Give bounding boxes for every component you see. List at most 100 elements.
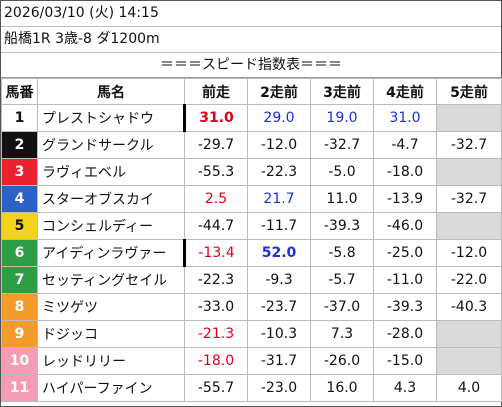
speed-index: -25.0 bbox=[373, 239, 437, 267]
speed-index: 19.0 bbox=[310, 104, 374, 132]
speed-index: -29.7 bbox=[184, 131, 248, 159]
horse-number: 3 bbox=[1, 158, 38, 186]
horse-row: 9 ドジッコ -21.3 -10.3 7.3 -28.0 bbox=[1, 320, 502, 348]
horse-number: 4 bbox=[1, 185, 38, 213]
horse-name: コンシェルディー bbox=[37, 212, 185, 240]
speed-index: 11.0 bbox=[310, 185, 374, 213]
speed-index: 4.0 bbox=[436, 374, 502, 402]
empty-cell bbox=[436, 104, 502, 132]
speed-index: -5.8 bbox=[310, 239, 374, 267]
speed-index: 16.0 bbox=[310, 374, 374, 402]
horse-name: プレストシャドウ bbox=[37, 104, 185, 132]
horse-row: 10 レッドリリー -18.0 -31.7 -26.0 -15.0 bbox=[1, 347, 502, 375]
header-row: 馬番 馬名 前走 2走前 3走前 4走前 5走前 bbox=[1, 78, 502, 105]
speed-index: -32.7 bbox=[436, 185, 502, 213]
empty-cell bbox=[436, 320, 502, 348]
speed-index: -4.7 bbox=[373, 131, 437, 159]
horse-row: 5 コンシェルディー -44.7 -11.7 -39.3 -46.0 bbox=[1, 212, 502, 240]
horse-row: 8 ミツゲツ -33.0 -23.7 -37.0 -39.3 -40.3 bbox=[1, 293, 502, 321]
date-line: 2026/03/10 (火) 14:15 bbox=[1, 1, 501, 27]
speed-index: 29.0 bbox=[247, 104, 311, 132]
speed-index: -23.0 bbox=[247, 374, 311, 402]
speed-index: -44.7 bbox=[184, 212, 248, 240]
speed-index: -22.3 bbox=[184, 266, 248, 294]
table-body: 1 プレストシャドウ 31.0 29.0 19.0 31.0 2 グランドサークル -29.7-… bbox=[1, 104, 502, 402]
speed-index: -32.7 bbox=[310, 131, 374, 159]
horse-row: 1 プレストシャドウ 31.0 29.0 19.0 31.0 bbox=[1, 104, 502, 132]
horse-row: 2 グランドサークル -29.7 -12.0 -32.7 -4.7 -32.7 bbox=[1, 131, 502, 159]
speed-index: -15.0 bbox=[373, 347, 437, 375]
speed-index: -5.7 bbox=[310, 266, 374, 294]
horse-name: ドジッコ bbox=[37, 320, 185, 348]
column-header: 3走前 bbox=[310, 78, 374, 105]
horse-number: 6 bbox=[1, 239, 38, 267]
speed-index: -46.0 bbox=[373, 212, 437, 240]
horse-number: 10 bbox=[1, 347, 38, 375]
empty-cell bbox=[436, 347, 502, 375]
horse-name: スターオブスカイ bbox=[37, 185, 185, 213]
speed-index: -55.7 bbox=[184, 374, 248, 402]
horse-row: 4 スターオブスカイ 2.5 21.7 11.0 -13.9 -32.7 bbox=[1, 185, 502, 213]
horse-row: 11 ハイパーファイン -55.7 -23.0 16.0 4.3 4.0 bbox=[1, 374, 502, 402]
speed-index: -21.3 bbox=[184, 320, 248, 348]
horse-name: セッティングセイル bbox=[37, 266, 185, 294]
horse-name: ミツゲツ bbox=[37, 293, 185, 321]
horse-name: グランドサークル bbox=[37, 131, 185, 159]
speed-index: -9.3 bbox=[247, 266, 311, 294]
speed-index: -22.0 bbox=[436, 266, 502, 294]
speed-index: -11.0 bbox=[373, 266, 437, 294]
speed-index: -18.0 bbox=[184, 347, 248, 375]
horse-name: ハイパーファイン bbox=[37, 374, 185, 402]
column-header: 馬名 bbox=[37, 78, 185, 105]
speed-index: -39.3 bbox=[310, 212, 374, 240]
horse-number: 9 bbox=[1, 320, 38, 348]
speed-index: -13.4 bbox=[183, 239, 248, 267]
horse-name: アイディンラヴァー bbox=[37, 239, 185, 267]
speed-index: -26.0 bbox=[310, 347, 374, 375]
empty-cell bbox=[436, 158, 502, 186]
speed-index: -12.0 bbox=[436, 239, 502, 267]
table-title: ＝＝＝スピード指数表＝＝＝ bbox=[1, 53, 501, 78]
column-header: 馬番 bbox=[1, 78, 38, 105]
speed-index: -39.3 bbox=[373, 293, 437, 321]
horse-number: 8 bbox=[1, 293, 38, 321]
horse-number: 5 bbox=[1, 212, 38, 240]
speed-index: -13.9 bbox=[373, 185, 437, 213]
horse-row: 6 アイディンラヴァー -13.4 52.0 -5.8 -25.0 -12.0 bbox=[1, 239, 502, 267]
speed-index: -37.0 bbox=[310, 293, 374, 321]
speed-index: -31.7 bbox=[247, 347, 311, 375]
empty-cell bbox=[436, 212, 502, 240]
speed-index: -32.7 bbox=[436, 131, 502, 159]
speed-index: -28.0 bbox=[373, 320, 437, 348]
speed-index: -55.3 bbox=[184, 158, 248, 186]
column-header: 4走前 bbox=[373, 78, 437, 105]
speed-index: -11.7 bbox=[247, 212, 311, 240]
speed-index: 21.7 bbox=[247, 185, 311, 213]
race-line: 船橋1R 3歳-8 ダ1200m bbox=[1, 27, 501, 53]
speed-index: -12.0 bbox=[247, 131, 311, 159]
horse-name: ラヴィエベル bbox=[37, 158, 185, 186]
horse-row: 7 セッティングセイル -22.3 -9.3 -5.7 -11.0 -22.0 bbox=[1, 266, 502, 294]
speed-index: -33.0 bbox=[184, 293, 248, 321]
column-header: 2走前 bbox=[247, 78, 311, 105]
speed-index: -40.3 bbox=[436, 293, 502, 321]
speed-index: 7.3 bbox=[310, 320, 374, 348]
speed-index: -23.7 bbox=[247, 293, 311, 321]
speed-index: 4.3 bbox=[373, 374, 437, 402]
horse-number: 1 bbox=[1, 104, 38, 132]
speed-index: -18.0 bbox=[373, 158, 437, 186]
speed-index: 2.5 bbox=[184, 185, 248, 213]
horse-number: 11 bbox=[1, 374, 38, 402]
speed-index: 31.0 bbox=[183, 104, 248, 132]
horse-name: レッドリリー bbox=[37, 347, 185, 375]
speed-table: 馬番 馬名 前走 2走前 3走前 4走前 5走前 1 プレストシャドウ 31.0 29.0 19.0… bbox=[1, 78, 502, 402]
column-header: 前走 bbox=[184, 78, 248, 105]
horse-row: 3 ラヴィエベル -55.3 -22.3 -5.0 -18.0 bbox=[1, 158, 502, 186]
speed-index: 31.0 bbox=[373, 104, 437, 132]
speed-index: -5.0 bbox=[310, 158, 374, 186]
speed-index: 52.0 bbox=[247, 239, 311, 267]
horse-number: 2 bbox=[1, 131, 38, 159]
horse-number: 7 bbox=[1, 266, 38, 294]
speed-index: -22.3 bbox=[247, 158, 311, 186]
